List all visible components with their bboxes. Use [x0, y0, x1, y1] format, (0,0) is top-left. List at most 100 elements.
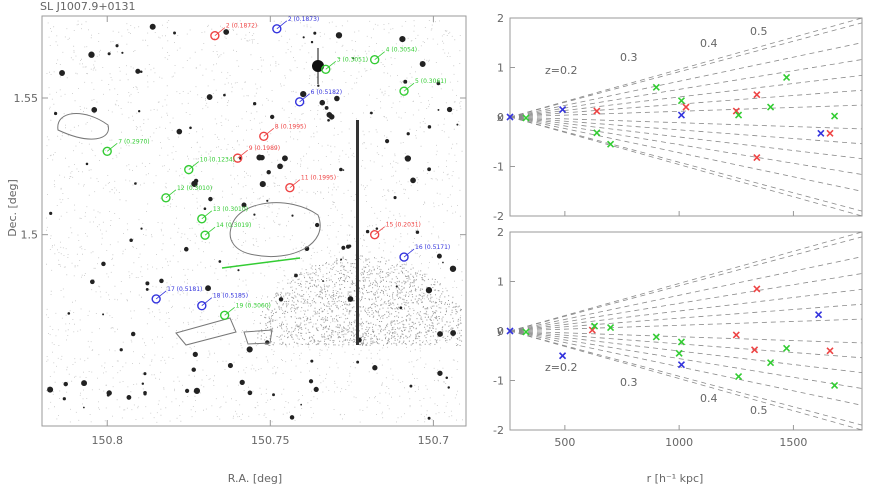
sky-marker-leader — [403, 248, 415, 258]
wedge-label: 0.4 — [700, 37, 718, 50]
wedge-dash-line — [509, 256, 863, 332]
contour-west — [57, 113, 109, 140]
sky-marker-7: 7 (0.2970) — [102, 138, 150, 157]
wedge-ytick-label: -2 — [493, 424, 504, 437]
sky-marker-circle — [369, 229, 380, 240]
sky-ylabel: Dec. [deg] — [6, 179, 19, 237]
sky-marker-leader — [201, 297, 213, 307]
contour-south — [175, 317, 237, 346]
sky-marker-label: 6 (0.5182) — [311, 89, 342, 96]
wedge-dash-line — [509, 273, 863, 332]
contour-center — [229, 202, 321, 258]
sky-marker-circle — [102, 146, 112, 157]
wedge-dash-line — [509, 330, 863, 359]
sky-marker-leader — [155, 290, 167, 300]
sky-marker-circle — [161, 193, 171, 203]
wedge-point-8 — [677, 97, 685, 105]
wedge-point-2 — [522, 328, 530, 336]
sky-marker-10: 10 (0.1234) — [184, 157, 235, 175]
wedge-dash-line — [509, 116, 863, 192]
sky-marker-leader — [214, 27, 226, 36]
wedge-xlabel: r [h⁻¹ kpc] — [647, 472, 704, 485]
sky-image-frame — [41, 15, 467, 427]
wedge-ytick-label: -1 — [493, 375, 504, 388]
wedge-point-4 — [593, 107, 601, 115]
wedge-top-plot: z=0.2 0.3 0.4 0.5 -2 -1 0 1 2 — [493, 12, 863, 223]
wedge-dash-line — [509, 17, 863, 118]
sky-marker-label: 15 (0.2031) — [386, 222, 421, 229]
sky-marker-circle — [197, 214, 207, 224]
wedge-label: 0.5 — [750, 25, 768, 38]
wedge-dash-line — [509, 89, 863, 118]
wedge-ytick-label: 2 — [497, 226, 504, 239]
wedge-dash-line — [509, 318, 863, 332]
wedge-dash-line — [509, 116, 863, 130]
sky-marker-circle — [399, 86, 409, 96]
sky-marker-circle — [294, 97, 305, 107]
wedge-ytick-label: -1 — [493, 161, 504, 174]
wedge-point-18 — [826, 129, 834, 137]
wedge-point-9 — [677, 338, 685, 346]
sky-marker-12: 12 (0.3010) — [161, 185, 212, 203]
sky-marker-leader — [276, 20, 288, 30]
sky-marker-circle — [184, 164, 194, 175]
wedge-label: 0.3 — [620, 376, 638, 389]
wedge-ytick-label: -2 — [493, 210, 504, 223]
sky-marker-circle — [232, 153, 243, 163]
wedge-point-5 — [591, 322, 599, 330]
wedge-dash-line — [509, 116, 863, 145]
sky-marker-16: 16 (0.5171) — [399, 244, 450, 262]
sky-marker-leader — [106, 142, 118, 152]
wedge-label: z=0.2 — [545, 361, 577, 374]
wedge-dash-line — [509, 330, 863, 406]
wedge-panel-y: z=0.2 0.3 0.4 0.5 -2 -1 0 1 2 500 1000 1500 y r [h⁻… — [493, 226, 863, 485]
sky-marker-label: 18 (0.5185) — [213, 293, 248, 300]
sky-xtick-label: 150.7 — [418, 434, 450, 447]
sky-marker-leader — [201, 210, 213, 220]
sky-axes: 150.8 150.75 150.7 1.5 1.55 — [14, 16, 466, 447]
sky-marker-label: 3 (0.3051) — [337, 56, 368, 63]
wedge-dash-line — [509, 330, 863, 389]
wedge-label: z=0.2 — [545, 64, 577, 77]
sky-marker-label: 14 (0.3019) — [216, 222, 251, 229]
sky-marker-label: 7 (0.2970) — [118, 138, 149, 145]
wedge-point-15 — [767, 103, 775, 111]
wedge-point-19 — [831, 381, 839, 390]
wedge-xtick-label: 1000 — [665, 436, 693, 449]
wedge-dash-line — [509, 116, 863, 175]
wedge-point-10 — [682, 103, 690, 111]
sky-marker-leader — [237, 149, 248, 159]
sky-marker-label: 4 (0.3054) — [386, 47, 417, 54]
wedge-bottom-ylabel: y — [497, 324, 504, 337]
wedge-xtick-label: 500 — [554, 436, 575, 449]
wedge-dash-line — [509, 236, 863, 332]
figure-title: SL J1007.9+0131 — [40, 0, 136, 13]
sky-marker-leader — [224, 306, 235, 316]
sky-marker-leader — [289, 179, 301, 188]
wedge-bottom-plot: z=0.2 0.3 0.4 0.5 -2 -1 0 1 2 500 1000 1500 — [493, 226, 863, 449]
sky-marker-leader — [263, 127, 275, 137]
sky-marker-19: 19 (0.3060) — [219, 302, 271, 320]
sky-marker-leader — [299, 93, 310, 103]
wedge-label: 0.5 — [750, 404, 768, 417]
sky-marker-circle — [219, 310, 230, 320]
wedge-dash-line — [509, 231, 863, 332]
wedge-frame — [509, 231, 863, 431]
wedge-dash-line — [509, 59, 863, 118]
wedge-point-13 — [753, 91, 761, 99]
wedge-point-6 — [607, 140, 615, 148]
wedge-dash-line — [509, 330, 863, 344]
sky-xtick-label: 150.8 — [91, 434, 123, 447]
wedge-point-6 — [607, 323, 615, 332]
wedge-point-3 — [559, 106, 567, 114]
wedge-frame — [509, 17, 863, 217]
wedge-point-4 — [588, 326, 596, 334]
wedge-label: 0.3 — [620, 51, 638, 64]
sky-marker-17: 17 (0.5181) — [151, 286, 202, 304]
wedge-ytick-label: 2 — [497, 12, 504, 25]
sky-marker-8: 8 (0.1995) — [259, 123, 306, 141]
sky-marker-6: 6 (0.5182) — [294, 89, 342, 107]
sky-marker-leader — [325, 60, 337, 70]
wedge-point-7 — [652, 83, 660, 91]
